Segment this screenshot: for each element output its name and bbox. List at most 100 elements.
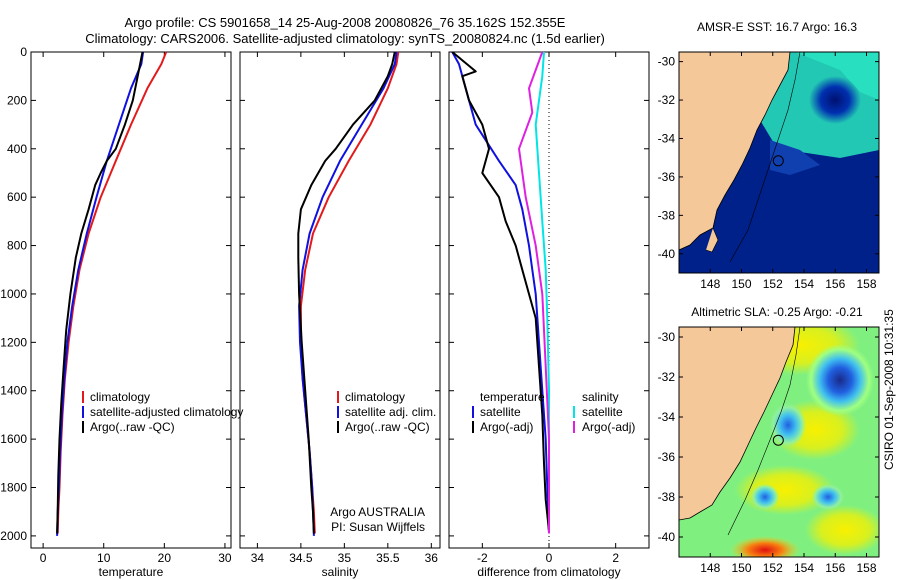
map-x-tick-label: 152 xyxy=(763,277,783,291)
difference-legend: temperature satellite Argo(-adj) salinit… xyxy=(472,390,635,434)
sla-map-frame xyxy=(678,326,880,558)
map-x-tick-label: 158 xyxy=(856,561,876,575)
sla-land xyxy=(679,327,796,521)
series-line-argo-adj xyxy=(451,51,550,532)
legend-label-temp-argo: Argo(-adj) xyxy=(480,420,533,434)
x-tick-label: 0 xyxy=(546,551,553,565)
map-x-tick-label: 156 xyxy=(825,561,845,575)
sst-warm-core xyxy=(795,52,879,100)
x-tick-label: 0 xyxy=(40,551,47,565)
figure-title-line2: Climatology: CARS2006. Satellite-adjuste… xyxy=(85,31,605,46)
map-x-tick-label: 148 xyxy=(700,277,720,291)
series-line-argo-raw-qc xyxy=(297,51,396,534)
sst-land xyxy=(679,52,791,251)
x-tick-label: -2 xyxy=(477,551,488,565)
sla-argo-marker xyxy=(772,434,784,446)
sla-map-title: Altimetric SLA: -0.25 Argo: -0.21 xyxy=(691,305,863,319)
map-x-tick-label: 154 xyxy=(794,277,814,291)
sst-coast-detail xyxy=(705,227,719,253)
map-x-tick-label: 156 xyxy=(825,277,845,291)
y-tick-label: 1400 xyxy=(0,384,27,398)
axes-frame xyxy=(239,51,441,549)
y-tick-label: 1800 xyxy=(0,481,27,495)
series-line-argo-adj xyxy=(518,51,550,534)
y-tick-label: 600 xyxy=(7,190,27,204)
map-x-tick-label: 148 xyxy=(700,561,720,575)
map-x-tick-label: 152 xyxy=(763,561,783,575)
map-y-tick-label: -38 xyxy=(658,208,676,222)
sla-low-se xyxy=(812,484,844,510)
map-y-tick-label: -36 xyxy=(658,450,676,464)
x-tick-label: 34.5 xyxy=(289,551,313,565)
map-y-tick-label: -30 xyxy=(658,55,676,69)
sla-low-south xyxy=(751,484,779,510)
x-tick-label: 34 xyxy=(251,551,265,565)
legend-label-satellite: satellite adj. clim. xyxy=(345,405,436,419)
x-tick-label: 30 xyxy=(218,551,232,565)
sla-map xyxy=(679,327,879,557)
x-tick-label: 36 xyxy=(425,551,439,565)
y-tick-label: 2000 xyxy=(0,529,27,543)
y-tick-label: 400 xyxy=(7,142,27,156)
map-y-tick-label: -32 xyxy=(658,370,676,384)
y-tick-label: 0 xyxy=(20,45,27,59)
x-tick-label: 35 xyxy=(338,551,352,565)
legend-label-argo: Argo(..raw -QC) xyxy=(345,420,430,434)
sla-high-se xyxy=(805,505,879,555)
y-tick-label: 200 xyxy=(7,93,27,107)
sst-eddy xyxy=(809,76,861,124)
sla-low-small xyxy=(770,403,806,447)
temperature-panel: 0 10 20 30 temperature 0 200 400 600 800 1000 1200 1… xyxy=(0,45,232,579)
map-y-tick-label: -38 xyxy=(658,490,676,504)
map-y-tick-label: -40 xyxy=(658,247,676,261)
legend-label-sal-argo: Argo(-adj) xyxy=(582,420,635,434)
map-x-tick-label: 150 xyxy=(731,277,751,291)
x-axis-label: temperature xyxy=(99,565,164,579)
y-tick-label: 1600 xyxy=(0,432,27,446)
legend-label-climatology: climatology xyxy=(90,390,150,404)
temperature-legend: climatology satellite-adjusted climatolo… xyxy=(82,390,243,434)
sst-map xyxy=(679,52,879,273)
map-y-tick-label: -34 xyxy=(658,410,676,424)
axes-frame xyxy=(30,51,232,549)
sst-map-axes: 148 150 152 154 156 158 -30 -32 -34 -36 -38 -40 xyxy=(658,52,879,291)
x-tick-label: 35.5 xyxy=(376,551,400,565)
series-line-argo-raw-qc xyxy=(56,51,144,534)
sla-low-eddy xyxy=(806,344,874,416)
sst-isobath xyxy=(729,52,801,263)
sla-isobath xyxy=(727,327,801,536)
legend-label-sal-satellite: satellite xyxy=(582,405,623,419)
credit-line1: Argo AUSTRALIA xyxy=(330,505,425,519)
map-y-tick-label: -32 xyxy=(658,93,676,107)
map-y-tick-label: -34 xyxy=(658,131,676,145)
map-x-tick-label: 158 xyxy=(856,277,876,291)
figure-title-line1: Argo profile: CS 5901658_14 25-Aug-2008 … xyxy=(125,15,566,30)
sst-map-frame xyxy=(678,51,880,274)
x-axis-label: salinity xyxy=(322,565,359,579)
sst-mid-water xyxy=(770,140,820,175)
y-tick-label: 1200 xyxy=(0,335,27,349)
credit-line2: PI: Susan Wijffels xyxy=(331,520,425,534)
sla-high-red xyxy=(730,536,800,557)
legend-title-salinity: salinity xyxy=(582,390,619,404)
y-tick-label: 1000 xyxy=(0,287,27,301)
legend-title-temperature: temperature xyxy=(480,390,545,404)
x-tick-label: 10 xyxy=(97,551,111,565)
sla-map-axes: 148 150 152 154 156 158 -30 -32 -34 -36 -38 -40 xyxy=(658,327,879,575)
map-x-tick-label: 150 xyxy=(731,561,751,575)
sst-argo-marker xyxy=(772,155,784,167)
legend-label-satellite: satellite-adjusted climatology xyxy=(90,405,243,419)
map-x-tick-label: 154 xyxy=(794,561,814,575)
y-tick-label: 800 xyxy=(7,239,27,253)
salinity-legend: climatology satellite adj. clim. Argo(..… xyxy=(337,390,436,434)
map-y-tick-label: -30 xyxy=(658,330,676,344)
legend-label-temp-satellite: satellite xyxy=(480,405,521,419)
salinity-panel: 34 34.5 35 35.5 36 salinity xyxy=(239,51,441,579)
sst-map-title: AMSR-E SST: 16.7 Argo: 16.3 xyxy=(697,20,857,34)
x-tick-label: 2 xyxy=(612,551,619,565)
map-y-tick-label: -40 xyxy=(658,530,676,544)
side-timestamp-label: CSIRO 01-Sep-2008 10:31:35 xyxy=(882,309,896,470)
x-axis-label: difference from climatology xyxy=(477,565,620,579)
